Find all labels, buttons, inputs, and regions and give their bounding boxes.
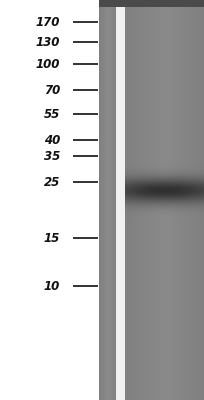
Text: 25: 25 <box>44 176 60 188</box>
Text: 15: 15 <box>44 232 60 244</box>
Text: 10: 10 <box>44 280 60 292</box>
Text: 35: 35 <box>44 150 60 162</box>
Text: 55: 55 <box>44 108 60 120</box>
Text: 70: 70 <box>44 84 60 96</box>
Text: 100: 100 <box>36 58 60 70</box>
Text: 40: 40 <box>44 134 60 146</box>
Text: 170: 170 <box>36 16 60 28</box>
Text: 130: 130 <box>36 36 60 48</box>
